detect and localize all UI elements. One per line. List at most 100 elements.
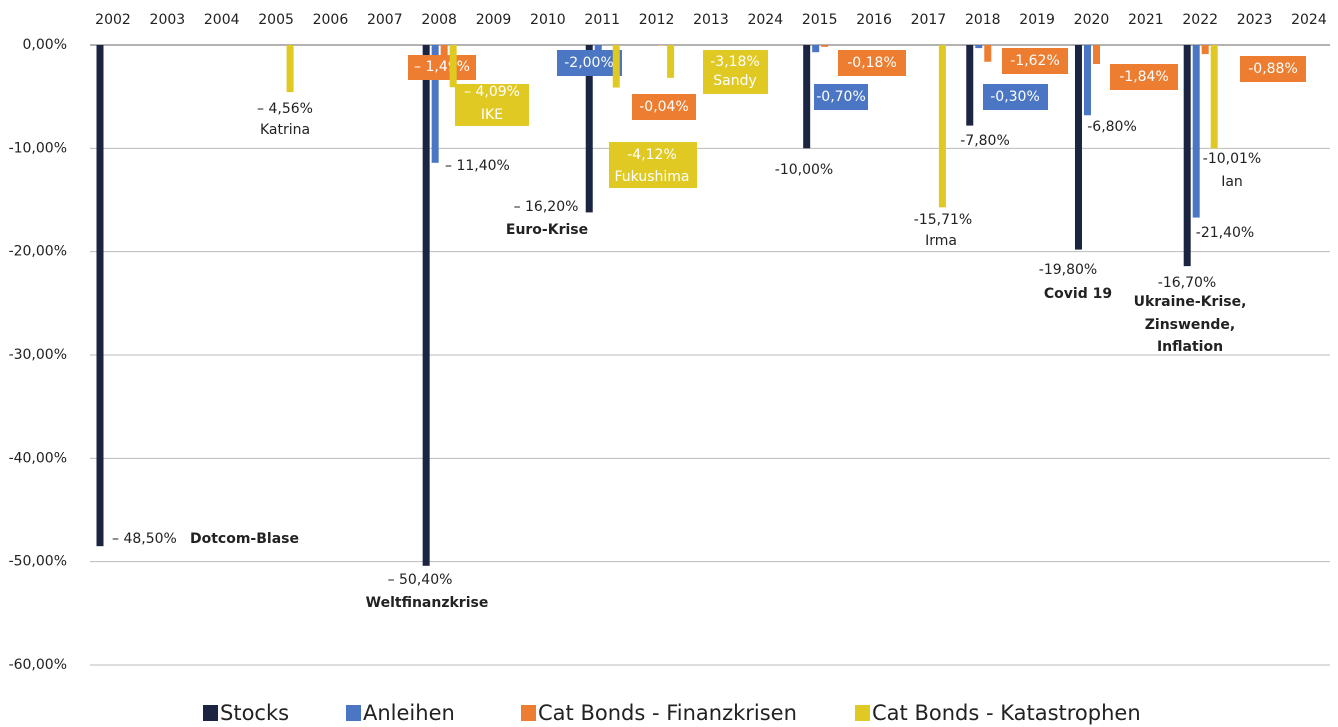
x-tick-label: 2009 — [476, 12, 512, 28]
x-tick-label: 2024 — [747, 12, 783, 28]
x-tick-label: 2004 — [204, 12, 240, 28]
bar — [585, 45, 593, 213]
data-label: -15,71% — [914, 212, 972, 228]
annotation: Euro-Krise — [506, 222, 588, 238]
y-tick-label: -20,00% — [9, 244, 67, 260]
x-tick-label: 2015 — [802, 12, 838, 28]
bar — [1074, 45, 1082, 250]
bar — [1201, 45, 1209, 55]
legend-swatch — [203, 705, 218, 721]
annotation: Ukraine-Krise, — [1134, 294, 1247, 310]
label-box — [1240, 56, 1306, 82]
data-label: -4,12% — [627, 147, 677, 163]
bar — [812, 45, 820, 53]
data-label: -1,62% — [1010, 53, 1060, 69]
y-tick-label: -30,00% — [9, 347, 67, 363]
data-label: – 4,09% — [464, 84, 520, 100]
label-box — [455, 84, 529, 126]
annotation: Dotcom-Blase — [190, 531, 299, 547]
data-label: -0,18% — [847, 55, 897, 71]
y-tick-label: -60,00% — [9, 657, 67, 673]
annotation: Zinswende, — [1145, 317, 1235, 333]
bar — [96, 45, 104, 547]
x-tick-label: 2016 — [856, 12, 892, 28]
x-tick-label: 2011 — [584, 12, 620, 28]
label-box — [1110, 64, 1178, 90]
label-box — [1002, 48, 1068, 74]
bar — [667, 45, 675, 78]
bar — [431, 45, 439, 163]
label-box — [703, 50, 768, 94]
x-tick-label: 2020 — [1074, 12, 1110, 28]
data-label: – 4,56% — [257, 101, 313, 117]
x-tick-label: 2002 — [95, 12, 131, 28]
data-label: -10,01% — [1203, 151, 1261, 167]
data-label: – 48,50% — [112, 531, 177, 547]
x-tick-label: 2003 — [150, 12, 186, 28]
bar — [821, 45, 829, 47]
data-label: -0,30% — [990, 89, 1040, 105]
data-label: -0,88% — [1248, 61, 1298, 77]
legend-label: Cat Bonds - Finanzkrisen — [538, 701, 797, 725]
x-tick-label: 2019 — [1019, 12, 1055, 28]
data-label: -10,00% — [775, 162, 833, 178]
bar — [975, 45, 983, 49]
y-tick-label: 0,00% — [23, 37, 67, 53]
annotation: Sandy — [713, 73, 757, 89]
bar — [938, 45, 946, 208]
data-label: -0,04% — [639, 99, 689, 115]
x-tick-label: 2007 — [367, 12, 403, 28]
bar — [1192, 45, 1200, 218]
label-box — [632, 94, 696, 120]
annotation: Fukushima — [615, 169, 690, 185]
data-label: – 11,40% — [445, 158, 510, 174]
bar — [984, 45, 992, 62]
bar — [966, 45, 974, 126]
x-tick-label: 2023 — [1237, 12, 1273, 28]
data-label: -6,80% — [1087, 119, 1137, 135]
data-label: -2,00% — [564, 55, 614, 71]
legend-swatch — [521, 705, 536, 721]
bar — [449, 45, 457, 88]
legend-label: Stocks — [220, 701, 289, 725]
annotation: Weltfinanzkrise — [366, 595, 489, 611]
annotation: Ian — [1221, 174, 1243, 190]
y-tick-label: -50,00% — [9, 554, 67, 570]
label-box — [814, 84, 868, 110]
label-box — [838, 50, 906, 76]
annotation: Katrina — [260, 122, 310, 138]
y-tick-label: -40,00% — [9, 450, 67, 466]
x-tick-label: 2006 — [313, 12, 349, 28]
y-tick-label: -10,00% — [9, 140, 67, 156]
bar — [286, 45, 294, 93]
x-tick-label: 2010 — [530, 12, 566, 28]
data-label: – 16,20% — [514, 199, 579, 215]
data-label: -19,80% — [1039, 262, 1097, 278]
data-label: -1,84% — [1119, 69, 1169, 85]
legend-swatch — [346, 705, 361, 721]
bar — [803, 45, 811, 149]
data-label: -16,70% — [1158, 275, 1216, 291]
x-tick-label: 2005 — [258, 12, 294, 28]
x-tick-label: 2017 — [911, 12, 947, 28]
x-tick-label: 2018 — [965, 12, 1001, 28]
data-label: -7,80% — [960, 133, 1010, 149]
x-tick-label: 2021 — [1128, 12, 1164, 28]
annotation: IKE — [481, 107, 503, 123]
annotation: Irma — [925, 233, 957, 249]
label-box — [609, 142, 697, 188]
bar — [1210, 45, 1218, 149]
x-tick-label: 2024 — [1291, 12, 1327, 28]
x-tick-label: 2013 — [693, 12, 729, 28]
bar — [422, 45, 430, 566]
x-tick-label: 2008 — [421, 12, 457, 28]
legend-label: Cat Bonds - Katastrophen — [872, 701, 1141, 725]
x-tick-label: 2012 — [639, 12, 675, 28]
data-label: – 1,49% — [414, 59, 470, 75]
legend-label: Anleihen — [363, 701, 455, 725]
annotation: Inflation — [1157, 339, 1223, 355]
x-tick-label: 2022 — [1182, 12, 1218, 28]
bar — [1083, 45, 1091, 116]
data-label: -21,40% — [1196, 225, 1254, 241]
